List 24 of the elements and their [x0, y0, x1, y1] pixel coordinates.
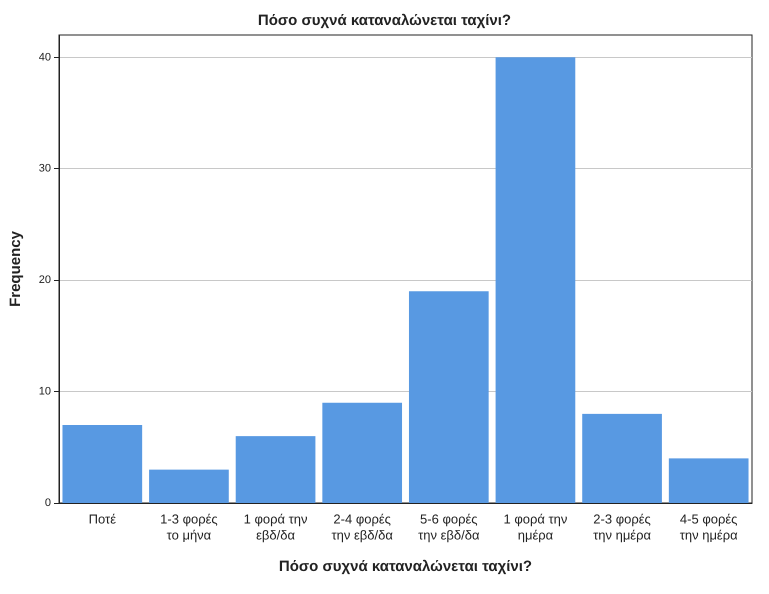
bar — [322, 402, 402, 503]
x-tick-label: 1 φορά την ημέρα — [503, 512, 568, 542]
y-axis-title: Frequency — [7, 230, 24, 307]
x-axis-title: Πόσο συχνά καταναλώνεται ταχίνι? — [278, 558, 532, 575]
bar — [668, 458, 749, 503]
bar — [236, 436, 316, 503]
x-tick-label: 2-3 φορές την ημέρα — [593, 512, 652, 542]
bar — [62, 425, 142, 503]
bar — [582, 414, 662, 503]
x-tick-label: 2-4 φορές την εβδ/δα — [332, 512, 394, 542]
y-tick-label: 30 — [38, 162, 51, 175]
y-tick-label: 40 — [38, 51, 51, 64]
y-tick-label: 10 — [38, 386, 51, 398]
x-tick-label: Ποτέ — [88, 512, 116, 526]
bar — [496, 57, 576, 503]
x-tick-label: 1 φορά την εβδ/δα — [244, 512, 308, 542]
x-tick-label: 1-3 φορές το μήνα — [160, 512, 218, 542]
y-tick-label: 0 — [44, 497, 51, 509]
x-tick-label: 5-6 φορές την εβδ/δα — [418, 512, 480, 542]
x-tick-label: 4-5 φορές την ημέρα — [680, 512, 738, 542]
y-tick-label: 20 — [38, 274, 51, 286]
bar — [408, 291, 489, 503]
bar — [149, 470, 229, 503]
chart-title: Πόσο συχνά καταναλώνεται ταχίνι? — [258, 12, 512, 29]
